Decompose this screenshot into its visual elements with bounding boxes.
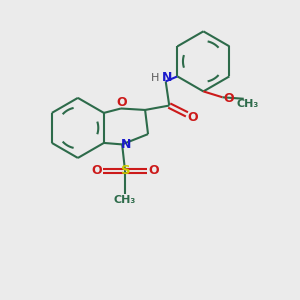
- Text: O: O: [148, 164, 159, 177]
- Text: O: O: [224, 92, 234, 105]
- Text: CH₃: CH₃: [114, 195, 136, 206]
- Text: O: O: [91, 164, 102, 177]
- Text: N: N: [162, 71, 172, 84]
- Text: N: N: [122, 138, 132, 151]
- Text: O: O: [116, 95, 127, 109]
- Text: H: H: [151, 73, 160, 83]
- Text: O: O: [187, 111, 197, 124]
- Text: S: S: [121, 164, 130, 177]
- Text: CH₃: CH₃: [236, 99, 258, 109]
